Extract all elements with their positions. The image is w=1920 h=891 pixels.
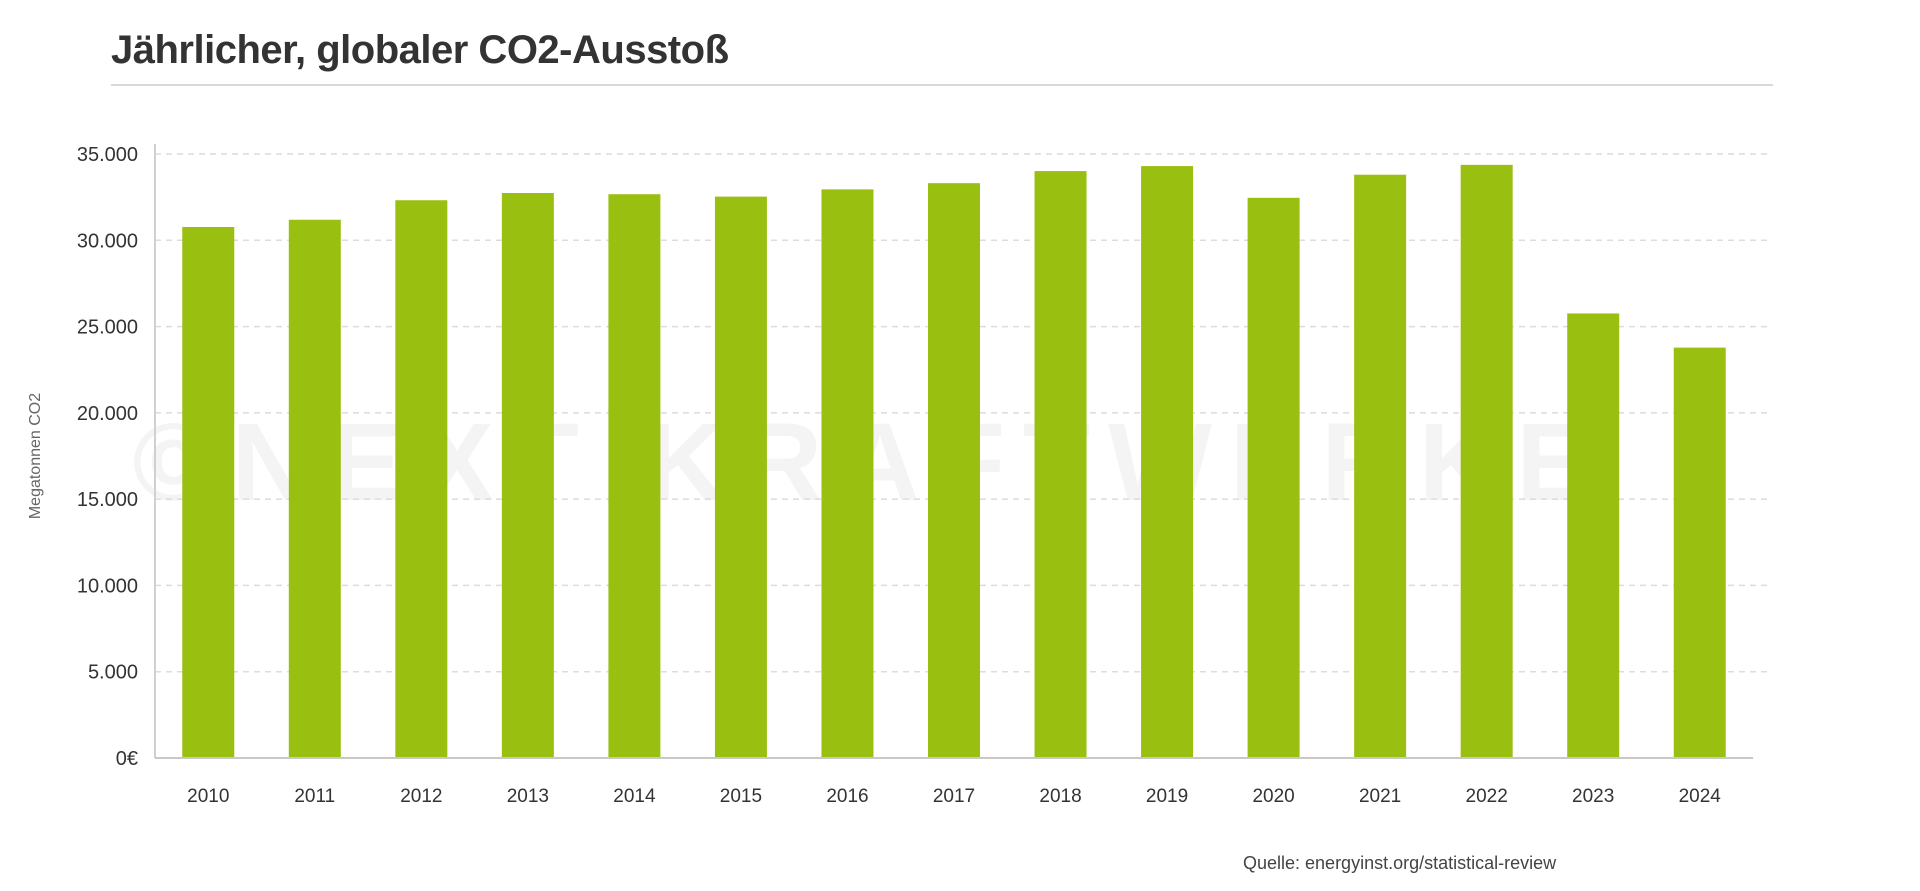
- bar-2018: [1034, 171, 1087, 758]
- x-tick-label: 2019: [1146, 786, 1188, 807]
- x-tick-label: 2011: [294, 786, 335, 807]
- bar-2017: [928, 183, 980, 759]
- y-tick-label: 35.000: [77, 144, 138, 166]
- source-note: Quelle: energyinst.org/statistical-revie…: [1243, 853, 1557, 873]
- x-tick-label: 2017: [933, 786, 975, 807]
- bar-2024: [1673, 347, 1726, 758]
- y-tick-label: 25.000: [77, 317, 138, 339]
- x-tick-label: 2022: [1466, 786, 1508, 807]
- bar-2021: [1354, 174, 1407, 759]
- bar-2014: [608, 194, 661, 759]
- x-tick-label: 2010: [187, 786, 229, 807]
- x-tick-label: 2013: [507, 786, 549, 807]
- x-tick-label: 2012: [400, 786, 442, 807]
- bar-2010: [182, 226, 235, 759]
- bar-2022: [1460, 164, 1513, 758]
- bar-2023: [1567, 313, 1620, 758]
- bar-2016: [821, 189, 874, 758]
- bar-2020: [1247, 197, 1300, 759]
- y-axis-label: Megatonnen CO2: [27, 393, 44, 519]
- bar-2011: [288, 219, 341, 759]
- x-tick-label: 2020: [1252, 786, 1294, 807]
- x-tick-label: 2021: [1359, 786, 1401, 807]
- bar-2019: [1141, 166, 1194, 758]
- y-tick-label: 30.000: [77, 230, 138, 252]
- x-tick-label: 2024: [1679, 786, 1722, 807]
- x-tick-label: 2014: [613, 786, 656, 807]
- title-divider: [111, 84, 1773, 86]
- bar-2012: [395, 200, 448, 758]
- x-tick-label: 2015: [720, 786, 762, 807]
- y-tick-label: 20.000: [77, 403, 138, 425]
- x-tick-label: 2023: [1572, 786, 1614, 807]
- bar-2015: [714, 196, 767, 759]
- y-tick-label: 5.000: [88, 662, 138, 684]
- x-tick-label: 2016: [826, 786, 868, 807]
- y-tick-label: 10.000: [77, 575, 138, 597]
- bar-2013: [501, 193, 554, 758]
- y-tick-label: 15.000: [77, 489, 138, 511]
- x-tick-label: 2018: [1039, 786, 1081, 807]
- chart-title: Jährlicher, globaler CO2-Ausstoß: [111, 28, 729, 72]
- y-tick-label: 0€: [116, 748, 138, 770]
